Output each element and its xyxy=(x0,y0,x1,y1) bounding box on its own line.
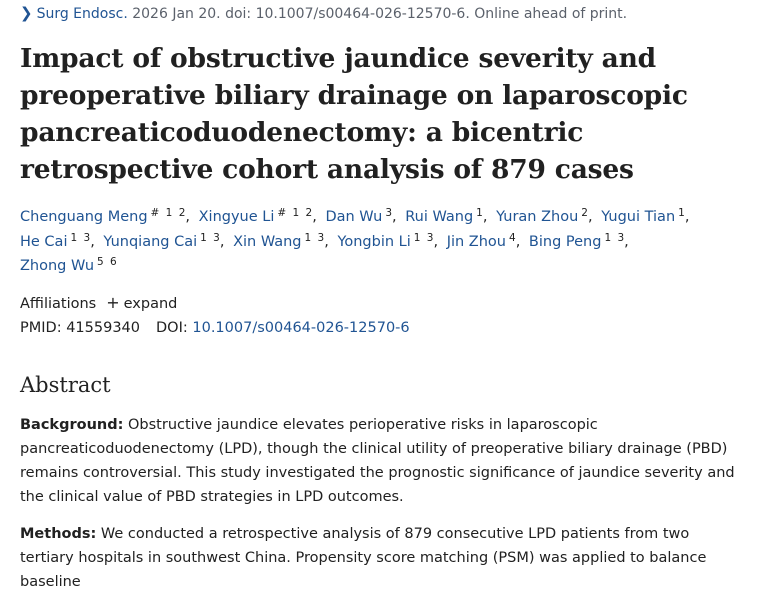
author-affiliation-refs[interactable]: 5 6 xyxy=(97,256,117,268)
author-link[interactable]: Xingyue Li xyxy=(198,209,275,225)
author-affiliation-refs[interactable]: 1 xyxy=(678,207,685,219)
author-link[interactable]: Yugui Tian xyxy=(601,209,676,225)
abstract-methods: Methods: We conducted a retrospective an… xyxy=(20,522,740,594)
author-item: Xin Wang 1 3, xyxy=(233,231,329,250)
author-link[interactable]: Chenguang Meng xyxy=(20,209,148,225)
author-affiliation-refs[interactable]: 1 xyxy=(476,207,483,219)
journal-link[interactable]: Surg Endosc. xyxy=(36,6,128,22)
author-link[interactable]: Dan Wu xyxy=(325,209,383,225)
article-title: Impact of obstructive jaundice severity … xyxy=(20,43,688,185)
author-link[interactable]: Yongbin Li xyxy=(337,233,411,250)
methods-text: We conducted a retrospective analysis of… xyxy=(20,526,707,590)
author-affiliation-refs[interactable]: 1 3 xyxy=(413,231,434,244)
author-item: Bing Peng 1 3, xyxy=(528,231,629,250)
doi-link[interactable]: 10.1007/s00464-026-12570-6 xyxy=(192,320,410,336)
author-link[interactable]: Yunqiang Cai xyxy=(103,233,198,250)
author-list: Chenguang Meng # 1 2, Xingyue Li # 1 2, Da… xyxy=(20,205,740,279)
author-link[interactable]: Zhong Wu xyxy=(20,258,95,274)
pmid-value: 41559340 xyxy=(66,320,141,336)
citation-line: ❯ Surg Endosc. 2026 Jan 20. doi: 10.1007/… xyxy=(20,4,627,22)
author-affiliation-refs[interactable]: 4 xyxy=(509,231,516,244)
affiliations-toggle[interactable]: Affiliations + expand xyxy=(20,293,177,312)
author-link[interactable]: Bing Peng xyxy=(528,233,602,250)
chevron-right-icon: ❯ xyxy=(20,4,33,22)
author-affiliation-refs[interactable]: 1 3 xyxy=(200,231,220,244)
author-item: Chenguang Meng # 1 2, xyxy=(20,207,190,225)
author-item: Yunqiang Cai 1 3, xyxy=(103,231,225,250)
author-item: Xingyue Li # 1 2, xyxy=(198,207,317,225)
abstract-heading: Abstract xyxy=(20,373,111,397)
affiliations-label: Affiliations xyxy=(20,296,97,312)
plus-icon: + xyxy=(106,293,120,312)
pmid-label: PMID: xyxy=(20,320,62,336)
citation-details: 2026 Jan 20. doi: 10.1007/s00464-026-125… xyxy=(127,6,628,22)
author-item: Rui Wang 1, xyxy=(405,207,488,225)
methods-label: Methods: xyxy=(20,526,97,542)
author-link[interactable]: Xin Wang xyxy=(233,233,302,250)
identifiers-line: PMID: 41559340 DOI: 10.1007/s00464-026-12… xyxy=(20,320,410,336)
author-affiliation-refs[interactable]: 3 xyxy=(385,207,392,219)
author-affiliation-refs[interactable]: 1 3 xyxy=(70,231,91,244)
author-item: Yuran Zhou 2, xyxy=(496,207,593,225)
author-link[interactable]: Rui Wang xyxy=(405,209,474,225)
author-item: Zhong Wu 5 6 xyxy=(20,256,117,274)
author-affiliation-refs[interactable]: 2 xyxy=(581,207,588,219)
author-affiliation-refs[interactable]: 1 3 xyxy=(304,231,325,244)
abstract-background: Background: Obstructive jaundice elevate… xyxy=(20,413,740,509)
author-item: Jin Zhou 4, xyxy=(446,231,521,250)
article-page: ❯ Surg Endosc. 2026 Jan 20. doi: 10.1007/… xyxy=(20,4,740,590)
author-item: Yugui Tian 1, xyxy=(601,207,690,225)
author-affiliation-refs[interactable]: # 1 2 xyxy=(150,207,186,219)
background-label: Background: xyxy=(20,417,124,433)
author-link[interactable]: He Cai xyxy=(20,233,68,250)
author-link[interactable]: Jin Zhou xyxy=(446,233,506,250)
expand-label: expand xyxy=(123,296,178,312)
author-item: He Cai 1 3, xyxy=(20,231,95,250)
doi-label: DOI: xyxy=(156,320,188,336)
author-affiliation-refs[interactable]: 1 3 xyxy=(604,231,625,244)
author-item: Dan Wu 3, xyxy=(325,207,397,225)
author-link[interactable]: Yuran Zhou xyxy=(496,209,579,225)
author-affiliation-refs[interactable]: # 1 2 xyxy=(277,207,313,219)
background-text: Obstructive jaundice elevates perioperat… xyxy=(20,417,735,505)
author-item: Yongbin Li 1 3, xyxy=(337,231,439,250)
